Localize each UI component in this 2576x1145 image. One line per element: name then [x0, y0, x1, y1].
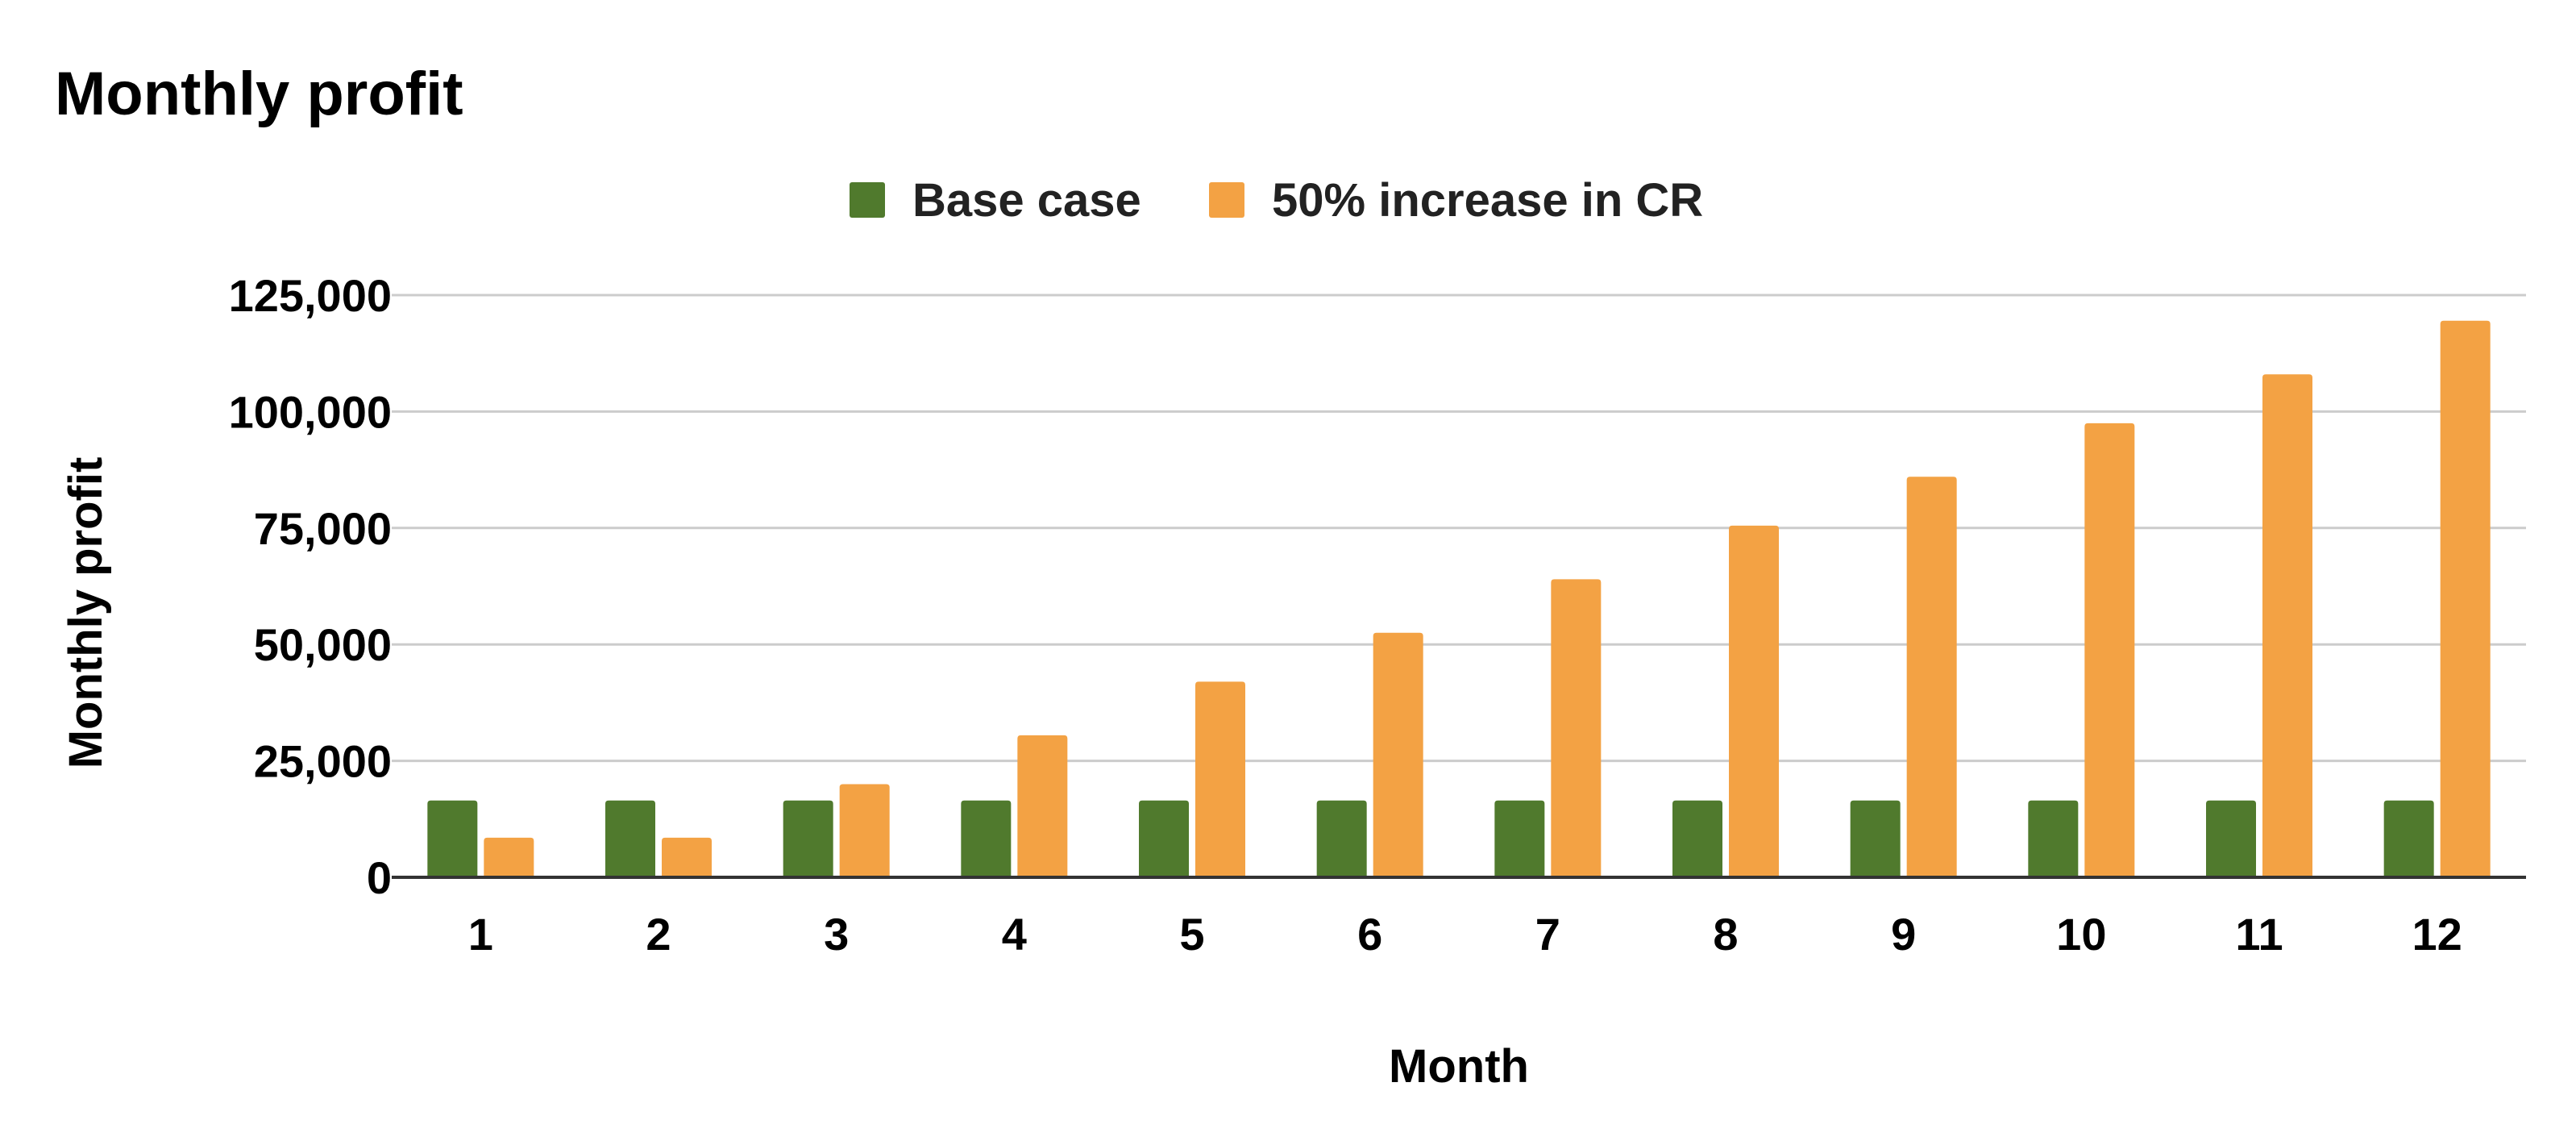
- x-tick-label: 7: [1535, 909, 1560, 960]
- y-tick-label: 25,000: [254, 736, 392, 787]
- bar-increase-cr-11: [2262, 374, 2312, 877]
- x-axis-title: Month: [1389, 1040, 1529, 1093]
- x-tick-label: 1: [468, 909, 493, 960]
- chart-title: Monthly profit: [55, 60, 463, 128]
- bar-base-case-5: [1139, 800, 1189, 877]
- bar-increase-cr-3: [839, 784, 890, 877]
- bar-increase-cr-9: [1906, 477, 1957, 877]
- bar-base-case-6: [1316, 800, 1367, 877]
- gridlines: [392, 294, 2526, 763]
- y-tick-label: 0: [367, 852, 392, 903]
- legend-swatch-base-case: [850, 182, 885, 218]
- y-tick-label: 50,000: [254, 619, 392, 670]
- bar-increase-cr-12: [2440, 320, 2491, 877]
- x-tick-label: 12: [2412, 909, 2462, 960]
- x-tick-label: 4: [1002, 909, 1027, 960]
- bar-increase-cr-4: [1017, 735, 1068, 877]
- y-tick-label: 125,000: [229, 270, 392, 321]
- bar-base-case-7: [1494, 800, 1545, 877]
- legend: Base case 50% increase in CR: [850, 174, 1703, 227]
- bar-base-case-4: [961, 800, 1012, 877]
- y-tick-label: 75,000: [254, 503, 392, 554]
- y-axis-title: Monthly profit: [60, 457, 112, 769]
- bar-base-case-1: [427, 800, 478, 877]
- y-axis-ticks: 0 25,000 50,000 75,000 100,000 125,000: [229, 270, 392, 903]
- bar-increase-cr-7: [1551, 579, 1602, 877]
- x-tick-label: 11: [2235, 909, 2283, 960]
- x-tick-label: 2: [646, 909, 671, 960]
- y-tick-label: 100,000: [229, 386, 392, 437]
- x-tick-label: 10: [2056, 909, 2106, 960]
- bar-base-case-3: [783, 800, 833, 877]
- bar-increase-cr-10: [2084, 423, 2135, 877]
- x-axis-ticks: 1 2 3 4 5 6 7 8 9 10 11 12: [468, 909, 2462, 960]
- x-tick-label: 8: [1713, 909, 1738, 960]
- x-tick-label: 3: [824, 909, 849, 960]
- x-tick-label: 9: [1891, 909, 1916, 960]
- bar-base-case-12: [2383, 800, 2434, 877]
- bar-increase-cr-1: [484, 837, 534, 877]
- bar-base-case-10: [2028, 800, 2079, 877]
- legend-label-increase-cr: 50% increase in CR: [1272, 174, 1703, 227]
- x-tick-label: 6: [1357, 909, 1382, 960]
- bar-base-case-2: [605, 800, 655, 877]
- bar-increase-cr-5: [1195, 681, 1245, 877]
- legend-label-base-case: Base case: [912, 174, 1141, 227]
- bar-increase-cr-2: [662, 837, 712, 877]
- bar-increase-cr-6: [1373, 632, 1423, 877]
- bar-increase-cr-8: [1729, 525, 1779, 877]
- bar-base-case-9: [1850, 800, 1901, 877]
- bars: [427, 320, 2491, 877]
- legend-swatch-increase-cr: [1209, 182, 1244, 218]
- x-tick-label: 5: [1179, 909, 1204, 960]
- bar-base-case-8: [1672, 800, 1722, 877]
- bar-base-case-11: [2206, 800, 2256, 877]
